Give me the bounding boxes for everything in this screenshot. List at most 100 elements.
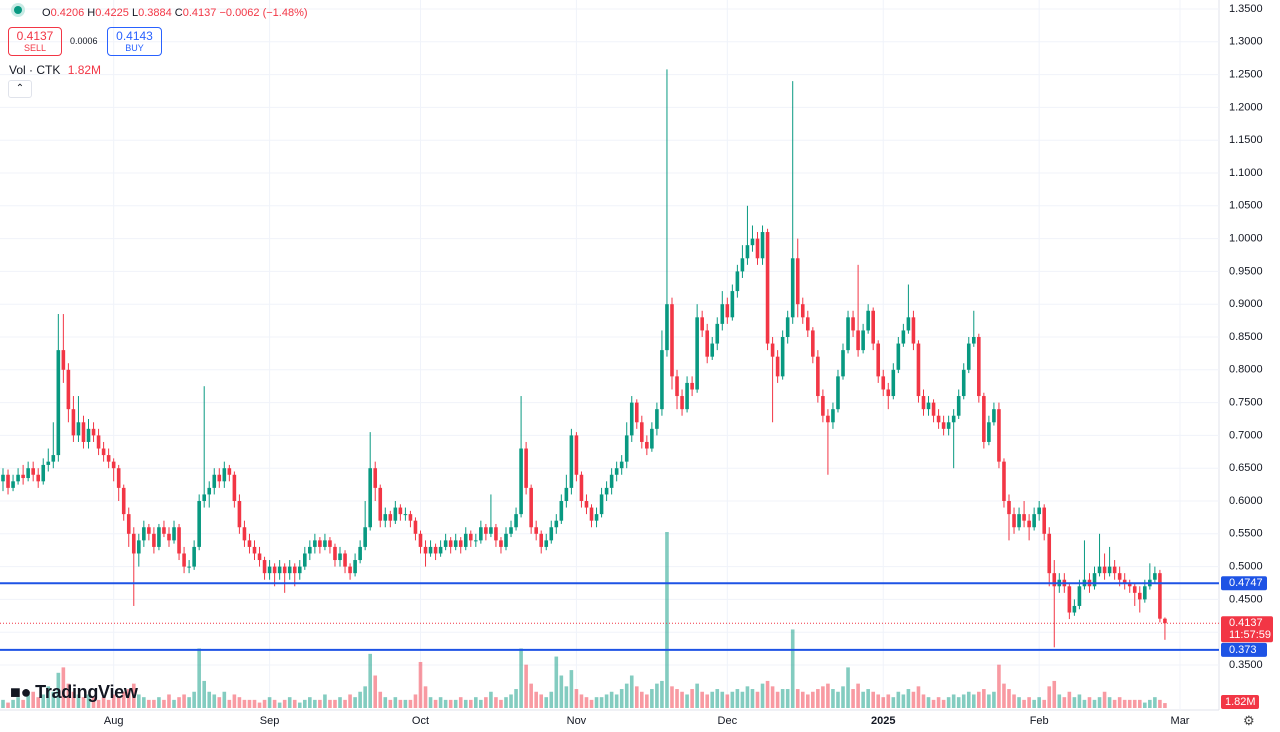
volume-bar [443,699,448,708]
candle-body [876,343,881,377]
volume-bar [1022,699,1026,708]
candle-body [936,415,941,423]
volume-bar [368,653,372,708]
volume-bar [31,691,35,708]
candle-body [660,350,664,410]
volume-bar [811,691,815,708]
volume-bar [911,691,916,708]
volume-bar [524,664,528,708]
line-label-box [1221,642,1267,657]
volume-bar [1067,691,1072,708]
candle-body [212,474,217,488]
candle-body [1022,514,1026,521]
volume-bar [690,689,694,708]
volume-bar [951,694,956,708]
volume-bar [876,694,881,708]
candle-body [1117,573,1122,580]
volume-bar [745,686,750,708]
volume-bar [418,661,423,708]
y-tick-label: 1.2500 [1229,69,1263,81]
volume-bar [272,699,277,708]
candle-body [529,487,533,528]
volume-bar [629,675,634,708]
volume-bar [816,689,820,708]
candle-body [896,343,901,370]
volume-bar [413,694,418,708]
candle-body [1017,514,1021,528]
candle-body [484,527,488,534]
volume-bar [474,697,478,708]
volume-bar [318,699,322,708]
volume-bar [650,689,654,708]
sell-button[interactable]: 0.4137 SELL [8,27,62,56]
volume-bar [971,694,976,708]
volume-bar [126,689,131,708]
volume-bar [468,699,473,708]
candle-body [921,396,926,410]
candle-body [1107,566,1112,574]
volume-bar [6,702,10,708]
candle-body [906,317,911,331]
candle-body [56,350,61,456]
price-label-box [1221,616,1273,643]
candle-body [544,540,549,547]
settings-icon[interactable]: ⚙ [1243,713,1255,728]
volume-bar [554,656,559,708]
volume-bar [1127,699,1132,708]
volume-bar [841,686,845,708]
candle-body [564,487,569,501]
volume-bar [921,694,926,708]
candle-body [640,422,644,442]
volume-bar [936,697,941,708]
volume-bar [871,691,875,708]
volume-bar [1158,699,1162,708]
candle-body [594,514,599,521]
volume-bar [147,699,151,708]
buy-button[interactable]: 0.4143 BUY [107,27,162,56]
candle-body [222,468,227,482]
volume-bar [242,699,247,708]
candle-body [1002,461,1006,501]
sell-price: 0.4137 [16,29,54,43]
volume-bar [21,699,25,708]
candle-body [1042,507,1047,534]
volume-bar [212,694,217,708]
candle-body [765,232,770,344]
candle-body [931,402,936,416]
collapse-button[interactable]: ⌃ [8,80,32,98]
candle-body [750,238,755,246]
volume-bar [695,683,699,708]
x-tick-label: Oct [412,715,429,727]
volume-bar [866,689,870,708]
volume-bar [393,697,398,708]
x-tick-label: Dec [718,715,738,727]
candle-body [795,258,800,305]
candle-body [121,487,126,515]
volume-bar [121,691,126,708]
candle-body [846,317,850,351]
volume-bar [987,694,991,708]
candle-body [308,546,312,554]
volume-bar [479,699,483,708]
volume-bar [660,680,664,708]
candle-body [242,527,247,541]
candle-body [790,258,795,318]
y-tick-label: 0.5000 [1229,561,1263,573]
status-dot [14,6,22,14]
candle-body [197,501,201,547]
candle-body [383,514,388,521]
volume-bar [584,697,589,708]
volume-bar [775,691,780,708]
candle-body [86,428,91,442]
volume-bar [252,699,257,708]
volume-bar [579,694,584,708]
candle-body [735,271,740,292]
candle-body [866,310,870,331]
candle-body [468,533,473,541]
volume-bar [1117,697,1122,708]
volume-bar [363,686,367,708]
candle-body [539,533,544,547]
volume-bar [328,699,332,708]
candle-body [131,533,136,554]
volume-bar [665,532,669,708]
